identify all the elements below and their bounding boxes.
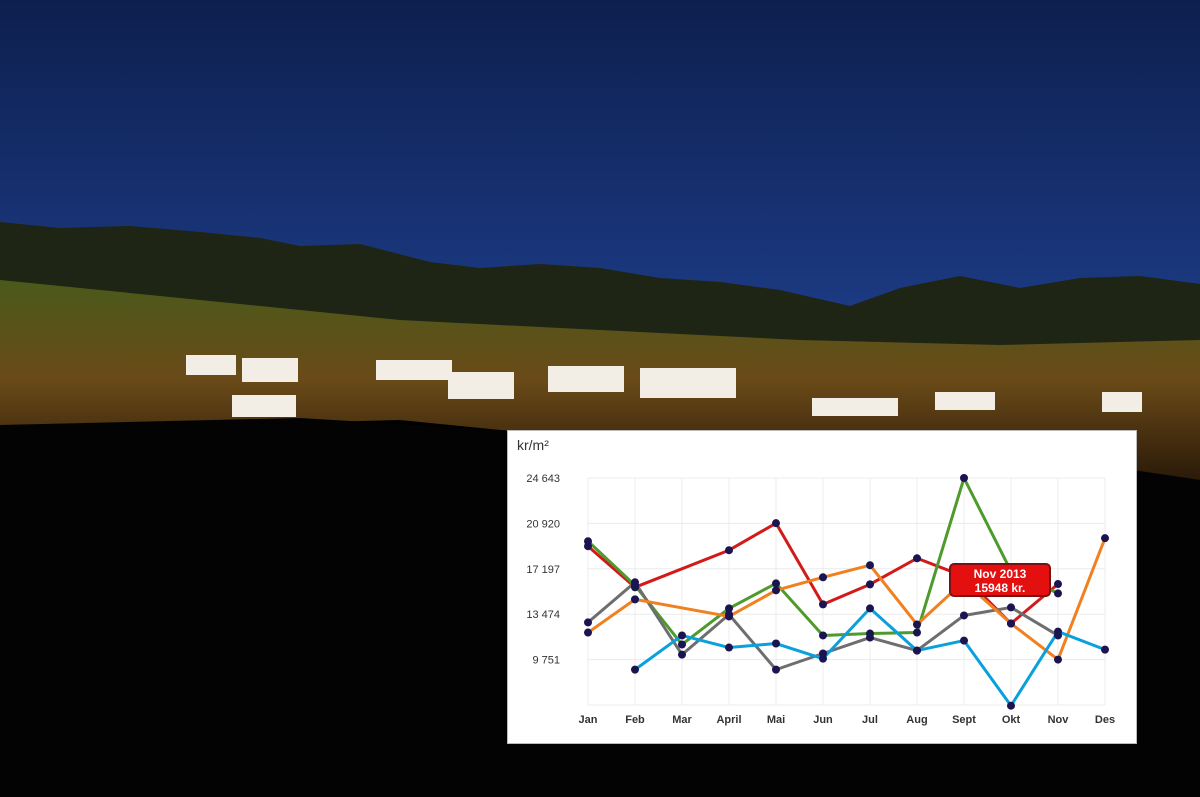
data-point (772, 639, 780, 648)
data-point (678, 640, 686, 649)
data-point (725, 546, 733, 555)
x-tick-label: Mai (767, 714, 785, 726)
data-point (819, 600, 827, 609)
data-point (678, 631, 686, 640)
data-point (866, 580, 874, 589)
data-point (913, 646, 921, 655)
data-point (913, 628, 921, 637)
data-point (678, 650, 686, 659)
x-tick-label: Okt (1002, 714, 1021, 726)
series-line-3 (587, 537, 1107, 662)
data-point (819, 631, 827, 640)
x-tick-label: April (716, 714, 741, 726)
data-point (1101, 534, 1109, 543)
tooltip-value: 15948 kr. (974, 581, 1026, 595)
data-tooltip: Nov 2013 15948 kr. (949, 563, 1051, 597)
data-point (1101, 645, 1109, 654)
x-tick-label: Jun (813, 714, 833, 726)
data-point (1054, 627, 1062, 636)
data-point (725, 643, 733, 652)
x-tick-label: Mar (672, 714, 692, 726)
data-point (913, 620, 921, 629)
data-point (866, 561, 874, 570)
y-tick-label: 13 474 (526, 609, 560, 621)
data-point (1054, 655, 1062, 664)
y-tick-label: 9 751 (532, 655, 560, 667)
x-tick-label: Nov (1048, 714, 1070, 726)
series-line-0 (587, 521, 1059, 626)
data-point (725, 604, 733, 613)
data-point (631, 595, 639, 604)
data-point (772, 519, 780, 528)
x-tick-label: Des (1095, 714, 1115, 726)
data-point (631, 665, 639, 674)
data-point (772, 586, 780, 595)
y-tick-label: 17 197 (526, 564, 560, 576)
y-tick-label: 24 643 (526, 473, 560, 485)
data-point (866, 633, 874, 642)
data-point (584, 618, 592, 627)
data-point (772, 579, 780, 588)
data-point (584, 537, 592, 546)
x-tick-label: Jul (862, 714, 878, 726)
x-tick-label: Feb (625, 714, 645, 726)
data-point (772, 665, 780, 674)
chart-panel: kr/m² Jan Feb Mar April Mai Jun Jul Aug Sept Okt N… (507, 430, 1137, 744)
y-tick-label: 20 920 (526, 518, 560, 530)
data-point (1054, 589, 1062, 598)
x-tick-label: Jan (579, 714, 598, 726)
data-point (819, 573, 827, 582)
data-point (584, 628, 592, 637)
data-point (866, 604, 874, 613)
houses (186, 355, 1142, 417)
data-point (725, 612, 733, 621)
data-point (960, 611, 968, 620)
data-point (1007, 619, 1015, 628)
data-point (631, 578, 639, 587)
data-point (1007, 701, 1015, 710)
data-point (960, 636, 968, 645)
x-tick-label: Sept (952, 714, 976, 726)
y-axis-unit: kr/m² (517, 437, 549, 453)
data-point (819, 654, 827, 663)
tooltip-date: Nov 2013 (973, 567, 1027, 581)
data-point (1007, 603, 1015, 612)
data-point (913, 554, 921, 563)
x-tick-label: Aug (906, 714, 927, 726)
data-point (1054, 580, 1062, 589)
data-point (960, 474, 968, 482)
